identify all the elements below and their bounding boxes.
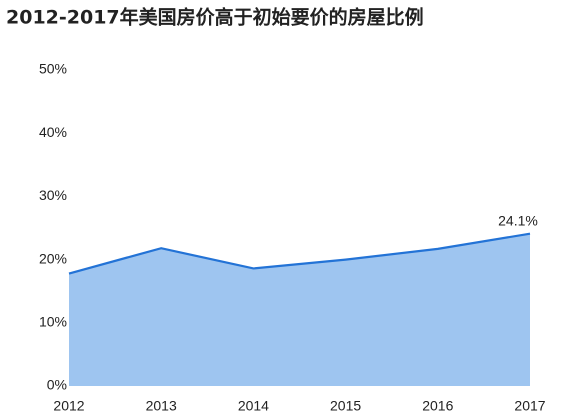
y-tick-label: 20% <box>39 250 67 266</box>
chart-title: 2012-2017年美国房价高于初始要价的房屋比例 <box>6 6 424 29</box>
x-tick-label: 2012 <box>53 398 84 414</box>
x-tick-label: 2016 <box>422 398 453 414</box>
y-tick-label: 40% <box>39 124 67 140</box>
x-tick-label: 2017 <box>514 398 545 414</box>
x-tick-label: 2015 <box>330 398 361 414</box>
x-tick-label: 2013 <box>146 398 177 414</box>
y-tick-label: 50% <box>39 61 67 77</box>
y-tick-label: 10% <box>39 314 67 330</box>
line <box>68 232 531 275</box>
x-tick-label: 2014 <box>238 398 269 414</box>
value-label: 24.1% <box>498 212 538 228</box>
y-tick-label: 0% <box>47 377 67 393</box>
y-tick-label: 30% <box>39 187 67 203</box>
area <box>69 233 530 386</box>
